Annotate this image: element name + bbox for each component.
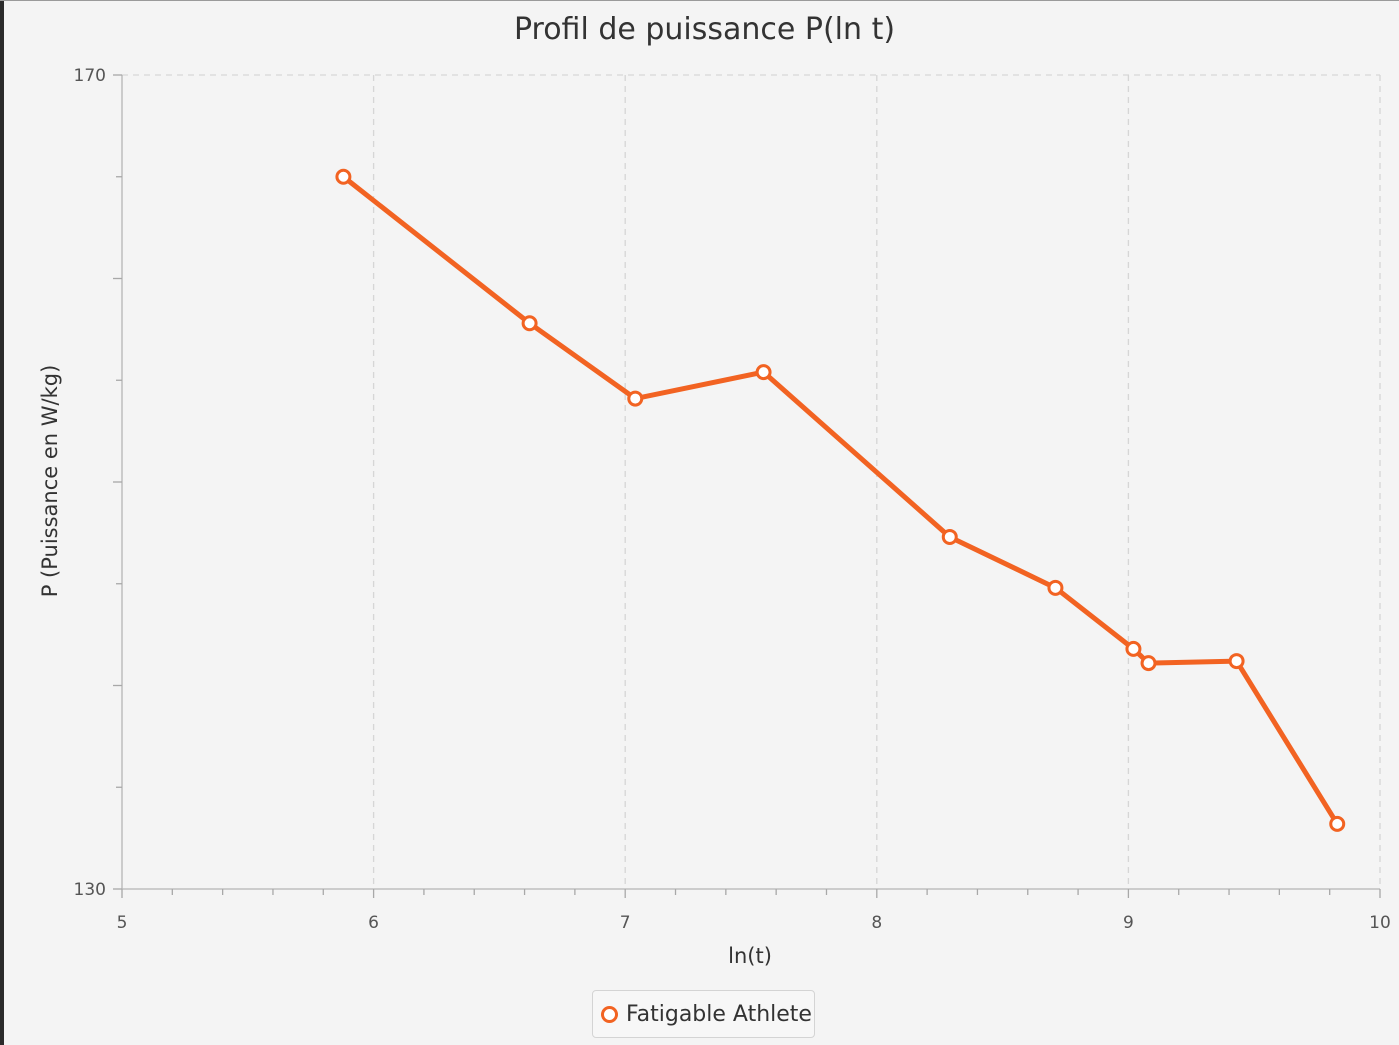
series-line <box>340 174 1340 827</box>
window-edge <box>0 0 4 1045</box>
grid-lines <box>122 74 1381 889</box>
legend[interactable]: Fatigable Athlete <box>592 990 815 1038</box>
x-tick-label: 5 <box>117 913 128 933</box>
x-tick-label: 10 <box>1369 913 1391 933</box>
data-point <box>755 364 772 381</box>
data-point <box>1125 640 1142 657</box>
x-axis-label: ln(t) <box>728 944 772 968</box>
data-point <box>1329 815 1346 832</box>
x-tick-label: 6 <box>368 913 379 933</box>
y-tick-label: 170 <box>74 66 106 86</box>
data-point <box>521 315 538 332</box>
x-tick-label: 8 <box>871 913 882 933</box>
x-tick-label: 7 <box>620 913 631 933</box>
axes: 5 6 7 8 9 10 170 130 <box>74 66 1391 933</box>
y-tick-label: 130 <box>74 880 106 900</box>
series-fatigable-athlete <box>335 168 1346 832</box>
data-point <box>1140 655 1157 672</box>
data-point <box>335 168 352 185</box>
data-point <box>627 390 644 407</box>
data-point <box>1228 653 1245 670</box>
window-border <box>0 0 1399 1</box>
data-point <box>941 528 958 545</box>
chart-title: Profil de puissance P(ln t) <box>513 12 896 47</box>
legend-label: Fatigable Athlete <box>626 1001 812 1027</box>
x-tick-label: 9 <box>1123 913 1134 933</box>
legend-marker-icon <box>601 1005 618 1023</box>
data-point <box>1047 579 1064 596</box>
